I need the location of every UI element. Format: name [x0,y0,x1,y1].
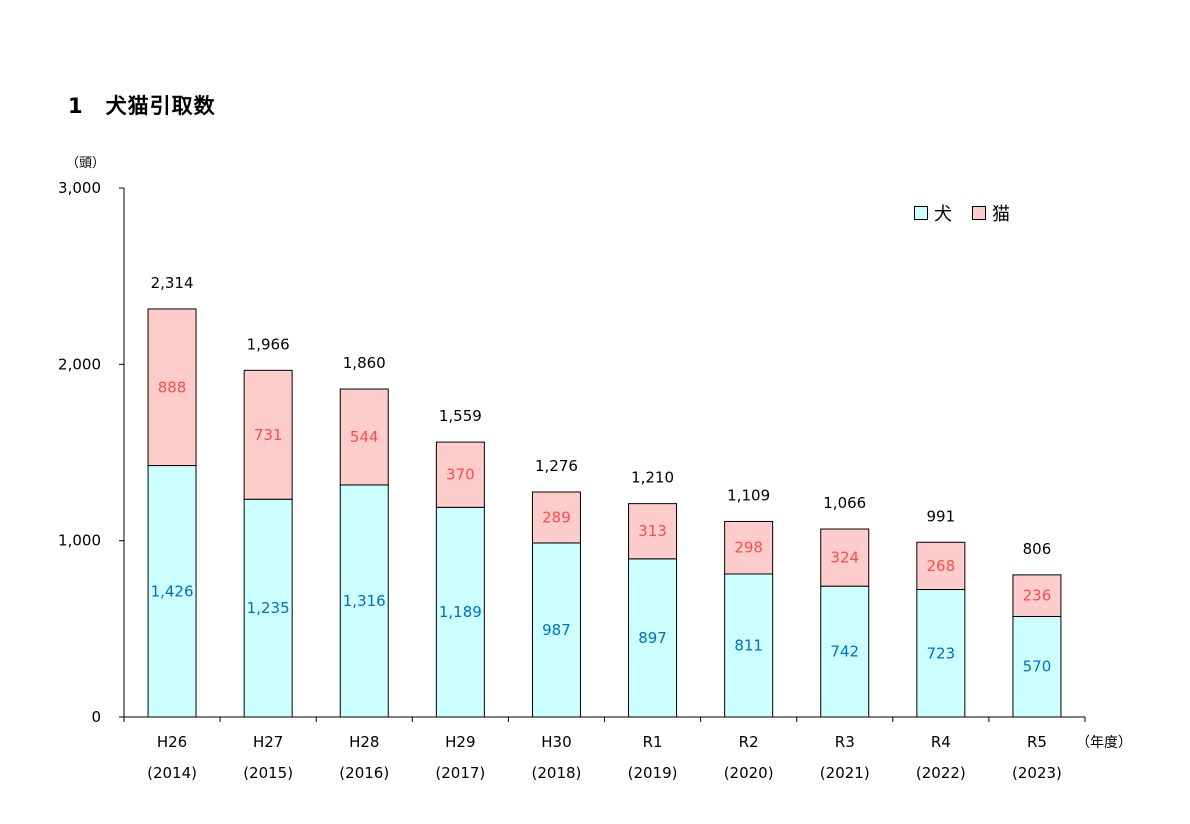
bar-total-label: 1,109 [727,486,770,504]
x-axis-unit: （年度） [1076,735,1132,751]
bar-dog [147,465,197,718]
x-tick-label: H26 [157,733,187,751]
x-tick-label: R4 [931,733,951,751]
bar-cat-value-label: 298 [734,539,763,557]
bar-total-label: 1,860 [343,354,386,372]
x-tick-label: R3 [835,733,855,751]
bar-cat-value-label: 313 [638,522,667,540]
bar-cat [147,308,197,467]
bar-total-label: 806 [1023,540,1052,558]
y-tick-label: 2,000 [58,355,101,373]
legend-swatch-cat [972,206,986,220]
bar-cat [724,520,774,575]
legend-item-cat: 猫 [972,200,1010,226]
bar-dog [339,484,389,718]
legend-label-dog: 犬 [934,204,952,225]
legend-label-cat: 猫 [992,204,1010,225]
x-tick-year-label: (2017) [435,764,485,782]
bar-dog-value-label: 811 [734,636,763,654]
y-axis-unit: （頭） [66,156,105,171]
bar-cat-value-label: 236 [1023,587,1052,605]
bar-dog-value-label: 570 [1023,658,1052,676]
x-tick-year-label: (2018) [532,764,582,782]
x-tick-label: H28 [349,733,379,751]
bar-cat-value-label: 324 [830,549,859,567]
bar-total-label: 1,066 [823,494,866,512]
x-tick-year-label: (2022) [916,764,966,782]
x-tick-label: R5 [1027,733,1047,751]
bar-cat [1012,574,1062,617]
bar-total-label: 991 [927,507,956,525]
bar-total-label: 2,314 [151,274,194,292]
y-tick-label: 1,000 [58,532,101,550]
x-tick-year-label: (2015) [243,764,293,782]
bar-cat-value-label: 370 [446,466,475,484]
x-tick-label: H29 [445,733,475,751]
bar-cat [243,369,293,500]
legend-swatch-dog [914,206,928,220]
bar-cat [531,491,581,544]
bar-cat-value-label: 289 [542,508,571,526]
legend-item-dog: 犬 [914,200,952,226]
y-tick-label: 0 [91,708,101,726]
bar-cat [339,388,389,486]
bar-cat-value-label: 731 [254,426,283,444]
x-tick-year-label: (2014) [147,764,197,782]
bar-dog [820,585,870,718]
bar-total-label: 1,966 [247,335,290,353]
bar-total-label: 1,210 [631,469,674,487]
x-tick-year-label: (2020) [724,764,774,782]
bar-dog [1012,615,1062,718]
y-tick-label: 3,000 [58,179,101,197]
bar-dog-value-label: 723 [927,644,956,662]
x-tick-label: R2 [739,733,759,751]
x-tick-label: H27 [253,733,283,751]
bar-total-label: 1,276 [535,457,578,475]
bar-dog-value-label: 1,189 [439,603,482,621]
bar-dog-value-label: 987 [542,621,571,639]
chart-legend: 犬 猫 [914,200,1030,226]
bar-cat-value-label: 268 [927,557,956,575]
x-tick-year-label: (2023) [1012,764,1062,782]
bar-dog [435,506,485,718]
bar-dog [724,573,774,718]
bar-cat [435,441,485,508]
bar-dog [628,558,678,718]
bar-cat [820,528,870,587]
bar-dog-value-label: 1,316 [343,592,386,610]
x-tick-year-label: (2019) [628,764,678,782]
x-tick-label: R1 [643,733,663,751]
bar-dog-value-label: 897 [638,629,667,647]
bar-dog [243,498,293,718]
bar-dog-value-label: 742 [830,643,859,661]
bar-total-label: 1,559 [439,407,482,425]
bar-dog-value-label: 1,235 [247,599,290,617]
bar-cat-value-label: 544 [350,428,379,446]
x-tick-year-label: (2021) [820,764,870,782]
page-title: 1 犬猫引取数 [68,94,216,118]
bar-cat [916,541,966,591]
x-tick-label: H30 [541,733,571,751]
bar-cat [628,503,678,560]
bar-dog-value-label: 1,426 [151,582,194,600]
bar-cat-value-label: 888 [158,378,187,396]
x-tick-year-label: (2016) [339,764,389,782]
